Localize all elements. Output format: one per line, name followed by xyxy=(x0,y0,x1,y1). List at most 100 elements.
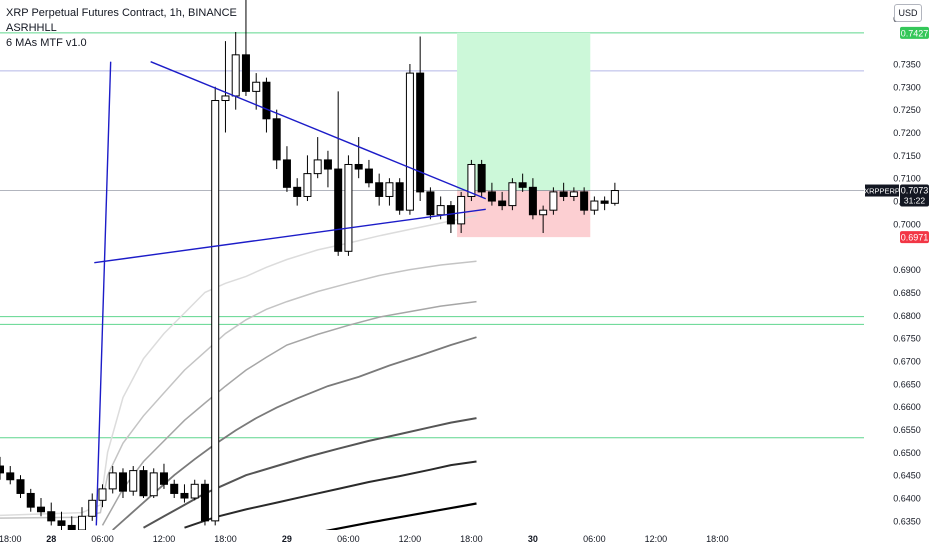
candle-body xyxy=(590,200,599,211)
horizontal-levels xyxy=(0,32,864,439)
time-tick-label: 29 xyxy=(282,534,292,544)
candle-4 xyxy=(36,498,45,517)
time-tick-label: 06:00 xyxy=(91,534,114,544)
candle-52 xyxy=(528,178,537,220)
price-tick-label: 0.6750 xyxy=(893,334,921,344)
price-tick-label: 0.7000 xyxy=(893,219,921,229)
triangle-lower-line xyxy=(94,208,486,264)
candle-body xyxy=(16,479,25,494)
candle-body xyxy=(487,191,496,202)
candle-body xyxy=(508,182,517,207)
candle-body xyxy=(57,520,66,526)
candle-59 xyxy=(600,196,609,211)
price-tick-label: 0.6650 xyxy=(893,379,921,389)
last-price-text: 0.7073 xyxy=(901,186,929,196)
indicator-label-asrhhll: ASRHHLL xyxy=(6,22,57,34)
candle-body xyxy=(323,159,332,170)
price-axis-bg xyxy=(864,0,932,550)
candle-40 xyxy=(405,63,414,215)
candle-body xyxy=(549,191,558,211)
candle-0 xyxy=(0,456,4,480)
price-tick-label: 0.7250 xyxy=(893,105,921,115)
moving-averages xyxy=(0,214,477,536)
candle-body xyxy=(272,118,281,161)
candle-body xyxy=(67,524,76,531)
candle-16 xyxy=(159,463,168,489)
candle-27 xyxy=(272,109,281,170)
long-position-tool[interactable] xyxy=(457,32,591,238)
candle-body xyxy=(26,492,35,508)
candle-14 xyxy=(139,466,148,499)
stop-price-tag-text: 0.6971 xyxy=(901,233,929,243)
candle-29 xyxy=(293,178,302,206)
candle-body xyxy=(293,186,302,197)
candle-13 xyxy=(129,466,138,496)
candle-11 xyxy=(108,466,117,494)
candle-50 xyxy=(508,178,517,211)
stop-price-tag-bg xyxy=(900,231,929,244)
price-tick-label: 0.7350 xyxy=(893,59,921,69)
time-tick-label: 18:00 xyxy=(706,534,729,544)
candle-body xyxy=(610,190,619,204)
candle-28 xyxy=(282,146,291,192)
candle-25 xyxy=(252,73,261,110)
price-tick-label: 0.7200 xyxy=(893,128,921,138)
candle-body xyxy=(559,191,568,197)
candle-body xyxy=(129,470,138,492)
time-axis[interactable]: 18:00 28 06:00 12:00 18:00 29 06:00 12:00 18:00 3… xyxy=(0,530,864,550)
candle-body xyxy=(405,72,414,211)
time-tick-label: 28 xyxy=(46,534,56,544)
time-tick-label: 12:00 xyxy=(645,534,668,544)
candle-9 xyxy=(88,493,97,521)
candle-body xyxy=(426,191,435,216)
symbol-title: XRP Perpetual Futures Contract, 1h, BINA… xyxy=(6,7,237,19)
candle-body xyxy=(77,515,86,531)
candle-body xyxy=(354,163,363,170)
candle-body xyxy=(108,472,117,490)
last-price-bg xyxy=(900,184,929,207)
price-tick-label: 0.7150 xyxy=(893,151,921,161)
moving-average-6 xyxy=(184,460,477,529)
price-tick-label: 0.6700 xyxy=(893,356,921,366)
candle-body xyxy=(344,163,353,252)
moving-average-1 xyxy=(0,214,477,517)
time-tick-label: 06:00 xyxy=(337,534,360,544)
target-zone xyxy=(457,32,591,191)
moving-average-2 xyxy=(0,260,477,519)
candle-17 xyxy=(170,479,179,499)
candle-19 xyxy=(190,479,199,501)
candle-35 xyxy=(354,137,363,179)
triangle-upper-line xyxy=(150,61,487,200)
candle-48 xyxy=(487,182,496,206)
candle-body xyxy=(6,472,15,481)
candle-body xyxy=(375,182,384,197)
triangle-pattern[interactable] xyxy=(94,61,487,526)
candle-31 xyxy=(313,137,322,179)
candle-54 xyxy=(549,187,558,215)
moving-average-7 xyxy=(307,502,477,536)
time-tick-label: 30 xyxy=(528,534,538,544)
triangle-spike-line xyxy=(95,61,112,526)
candle-33 xyxy=(334,91,343,256)
candle-12 xyxy=(118,468,127,499)
candle-body xyxy=(600,200,609,204)
candle-body xyxy=(467,163,476,197)
price-axis[interactable]: 0.74500.73500.73000.72500.72000.71500.71… xyxy=(864,0,932,550)
target-price-tag: 0.7427 xyxy=(900,26,929,39)
currency-selector[interactable]: USD xyxy=(894,4,922,22)
target-price-tag-bg xyxy=(900,26,929,39)
candle-20 xyxy=(200,479,209,526)
candle-body xyxy=(149,472,158,497)
candle-body xyxy=(334,168,343,252)
time-tick-label: 06:00 xyxy=(583,534,606,544)
stop-price-tag: 0.6971 xyxy=(900,231,929,244)
price-tick-label: 0.6400 xyxy=(893,494,921,504)
price-tick-label: 0.6450 xyxy=(893,471,921,481)
candle-body xyxy=(580,191,589,211)
candle-58 xyxy=(590,196,599,215)
candle-body xyxy=(395,182,404,211)
candle-51 xyxy=(518,173,527,192)
candle-body xyxy=(118,472,127,492)
